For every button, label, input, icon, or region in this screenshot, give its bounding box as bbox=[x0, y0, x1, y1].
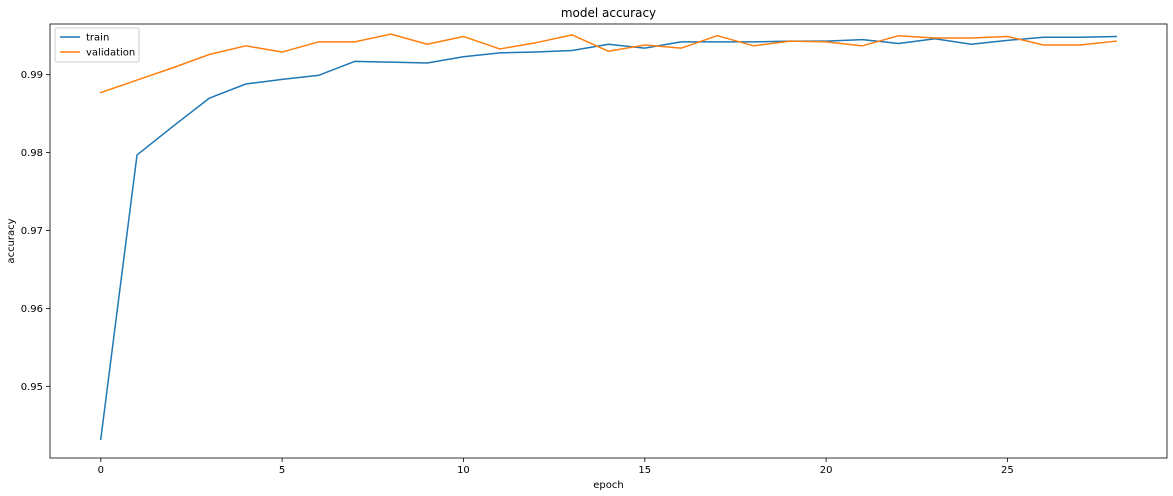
legend-label-validation: validation bbox=[86, 48, 135, 59]
y-tick-label: 0.97 bbox=[21, 226, 43, 237]
x-tick-label: 5 bbox=[279, 465, 285, 476]
y-axis-label: accuracy bbox=[6, 218, 17, 263]
x-tick-label: 0 bbox=[98, 465, 104, 476]
x-axis-ticks: 0 5 10 15 20 25 bbox=[98, 458, 1014, 476]
series-line-train bbox=[99, 35, 1117, 441]
x-tick-label: 10 bbox=[457, 465, 470, 476]
y-axis-ticks: 0.95 0.96 0.97 0.98 0.99 bbox=[21, 70, 50, 393]
x-tick-label: 25 bbox=[1001, 465, 1014, 476]
x-axis-label: epoch bbox=[593, 480, 623, 491]
y-tick-label: 0.96 bbox=[21, 304, 43, 315]
series-layer bbox=[99, 33, 1118, 441]
legend-entries: train validation bbox=[60, 33, 135, 59]
legend: train validation bbox=[54, 27, 140, 63]
plot-area bbox=[49, 23, 1168, 459]
plot-frame bbox=[49, 23, 1168, 459]
y-tick-label: 0.98 bbox=[21, 148, 43, 159]
chart-title: model accuracy bbox=[561, 6, 656, 20]
y-tick-label: 0.99 bbox=[21, 70, 43, 81]
series-line-validation bbox=[99, 33, 1118, 94]
y-tick-label: 0.95 bbox=[21, 382, 43, 393]
legend-label-train: train bbox=[86, 33, 109, 44]
x-tick-label: 15 bbox=[638, 465, 651, 476]
x-tick-label: 20 bbox=[820, 465, 833, 476]
